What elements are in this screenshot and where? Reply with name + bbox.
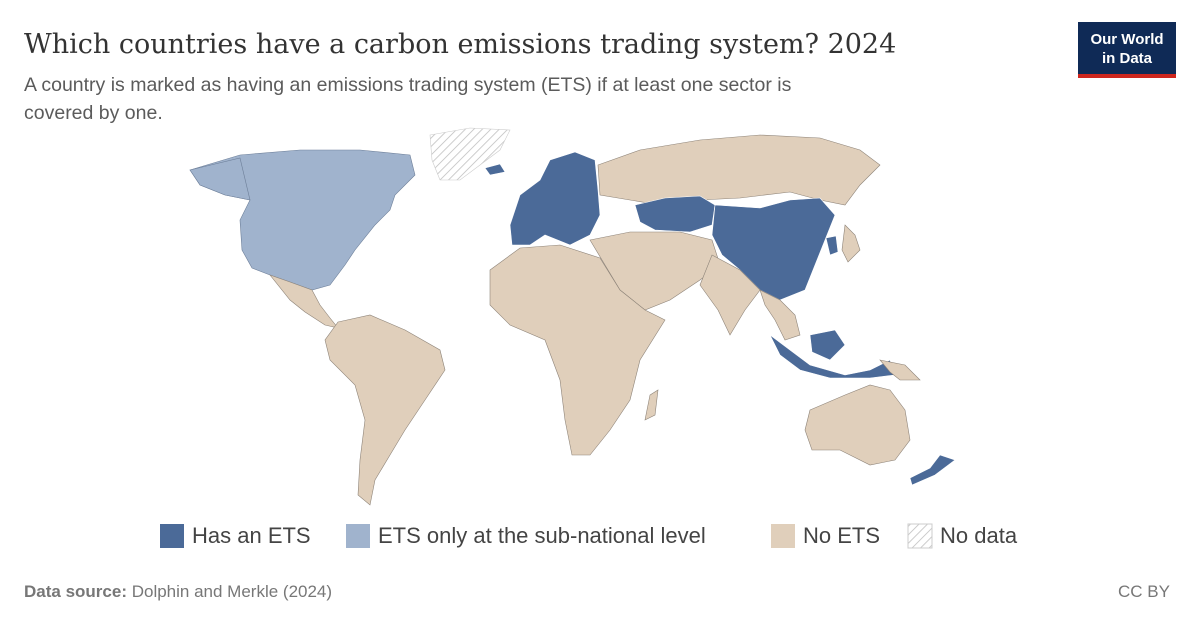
korea [825,235,839,256]
logo-text: Our World [1090,31,1163,48]
subtitle: A country is marked as having an emissio… [24,74,792,96]
iceland [484,163,506,176]
legend-swatch [907,523,933,549]
logo-text: in Data [1102,50,1153,67]
legend-label: ETS only at the sub-national level [378,523,706,548]
kazakhstan [634,195,716,233]
madagascar [644,389,659,421]
legend-label: No data [940,523,1018,548]
japan [841,224,861,263]
source: Data source: Dolphin and Merkle (2024) [24,582,332,601]
legend-label: No ETS [803,523,880,548]
southeast-asia [759,289,801,341]
map [189,127,956,506]
china [711,197,836,301]
source-label: Data source: [24,582,127,601]
logo[interactable]: Our World in Data [1078,22,1176,78]
greenland [429,127,511,181]
africa [489,244,666,456]
legend-swatch [160,524,184,548]
south-america [324,314,446,506]
russia [597,134,881,206]
borneo [809,329,846,361]
central-america [269,274,339,329]
legend-swatch [771,524,795,548]
new-zealand [909,454,956,486]
legend-label: Has an ETS [192,523,311,548]
legend-swatch [346,524,370,548]
alaska [189,157,251,201]
license: CC BY [1118,582,1170,601]
title: Which countries have a carbon emissions … [24,29,896,60]
europe [509,151,601,246]
india [699,254,761,336]
source-text: Dolphin and Merkle (2024) [132,582,332,601]
new-guinea [879,359,921,381]
subtitle: covered by one. [24,102,163,124]
australia [804,384,911,466]
legend: Has an ETS ETS only at the sub-national … [160,523,1018,549]
